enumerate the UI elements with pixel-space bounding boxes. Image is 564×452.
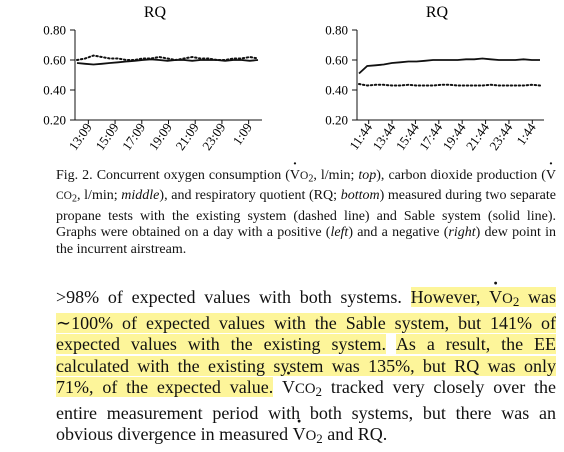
chart-left-x-tick-label: 13:09 [66,120,95,153]
chart-right-series [358,57,541,87]
chart-left-series [76,54,259,66]
chart-right-x-tick-label: 19:44 [439,120,469,153]
chart-left-x-tick-label: 1:09 [230,120,256,148]
chart-left-y-tick-label: 0.20 [43,113,66,128]
chart-right-y-tick-label: 0.20 [325,113,348,128]
chart-right-x-tick-label: 17:44 [416,120,446,153]
chart-left-x-tick-label: 17:09 [119,120,148,153]
chart-left: RQ 0.20 0.40 0.60 0.80 13:0915:0917:0919:09… [43,4,262,153]
chart-right-series-solid-line [358,57,540,75]
chart-right-y-tick-label: 0.40 [325,83,348,98]
chart-left-y-tick-label: 0.40 [43,83,66,98]
chart-right-y-tick-label: 0.60 [325,53,348,68]
chart-left-x-tick-label: 21:09 [172,120,201,153]
chart-left-y-ticks: 0.20 0.40 0.60 0.80 [43,23,75,128]
chart-right-y-ticks: 0.20 0.40 0.60 0.80 [325,23,357,128]
chart-right-x-tick-label: 23:44 [486,120,516,153]
chart-left-series-solid-line [76,58,259,66]
chart-left-series-dotted-line [76,54,259,62]
chart-right-x-tick-label: 21:44 [463,120,493,153]
chart-left-y-tick-label: 0.60 [43,53,66,68]
chart-right-title: RQ [426,4,449,21]
chart-left-y-tick-label: 0.80 [43,23,66,38]
chart-right-y-tick-label: 0.80 [325,23,348,38]
chart-left-x-tick-label: 23:09 [199,120,228,153]
chart-right: RQ 0.20 0.40 0.60 0.80 11:4413:4415:4417:44… [325,4,544,153]
chart-right-x-tick-label: 15:44 [393,120,423,153]
chart-right-x-tick-label: 11:44 [346,120,375,153]
chart-right-x-tick-label: 1:44 [513,120,539,148]
chart-right-series-dotted-line [358,83,541,87]
figure-caption: Fig. 2. Concurrent oxygen consumption (V… [56,168,556,259]
body-paragraph: >98% of expected values with both system… [56,287,557,450]
chart-left-title: RQ [144,4,167,21]
chart-left-x-tick-label: 15:09 [92,120,121,153]
chart-right-x-tick-label: 13:44 [369,120,399,153]
chart-left-x-tick-label: 19:09 [146,120,175,153]
